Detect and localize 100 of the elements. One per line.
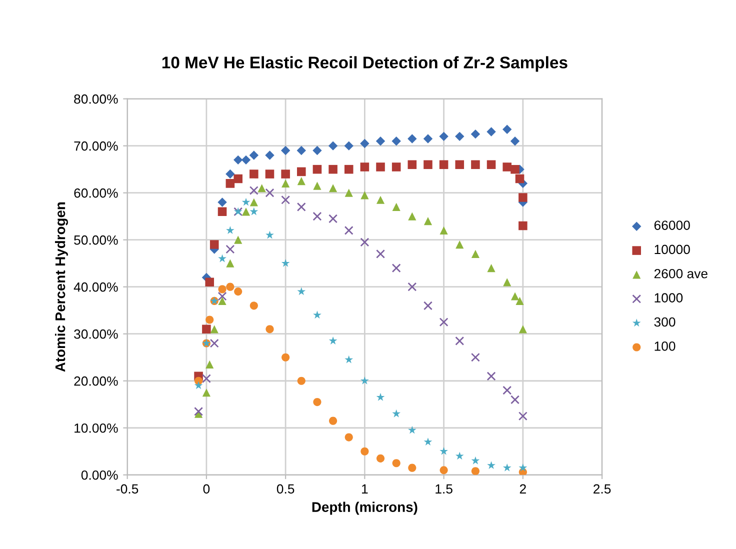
point — [502, 463, 512, 472]
point — [510, 395, 520, 404]
point — [439, 160, 448, 170]
x-tick-label: 0.5 — [276, 484, 294, 494]
legend-label: 2600 ave — [654, 268, 708, 278]
point — [226, 244, 235, 254]
point — [328, 184, 338, 192]
point — [328, 164, 338, 174]
point — [440, 226, 448, 234]
point — [249, 150, 259, 160]
point — [344, 226, 354, 235]
point — [226, 259, 234, 268]
point — [471, 467, 480, 475]
point — [515, 174, 524, 184]
x-tick-label: 1.5 — [436, 484, 452, 494]
point — [455, 132, 464, 142]
point — [392, 202, 400, 211]
point — [471, 250, 480, 258]
point — [297, 167, 306, 176]
point — [226, 169, 235, 179]
point — [516, 296, 524, 306]
point — [376, 392, 385, 401]
point — [281, 195, 290, 204]
point — [258, 184, 266, 192]
point — [282, 353, 290, 362]
point — [234, 236, 242, 244]
point — [226, 179, 235, 188]
point — [423, 301, 432, 310]
point — [376, 162, 385, 172]
point — [424, 160, 432, 170]
point — [360, 238, 370, 247]
y-tick-label: 10.00% — [74, 423, 118, 433]
point — [202, 324, 211, 334]
x-axis-title: Depth (microns) — [312, 502, 418, 515]
point — [312, 212, 322, 221]
point — [502, 162, 512, 172]
point — [455, 452, 464, 460]
point — [233, 155, 243, 165]
y-tick-label: 30.00% — [74, 329, 118, 339]
point — [440, 446, 448, 455]
point — [210, 325, 218, 334]
y-tick-label: 40.00% — [74, 282, 118, 292]
legend-label: 300 — [654, 317, 676, 327]
point — [392, 136, 401, 146]
point — [392, 459, 400, 468]
point — [510, 292, 520, 300]
point — [250, 302, 258, 310]
point — [486, 372, 496, 381]
point — [312, 146, 322, 156]
point — [282, 179, 290, 188]
point — [487, 461, 496, 470]
legend-label: 66000 — [654, 220, 690, 230]
point — [328, 336, 338, 344]
point — [206, 360, 214, 368]
point — [281, 258, 290, 267]
point — [408, 282, 417, 292]
point — [360, 191, 369, 200]
point — [297, 376, 306, 385]
x-tick-label: 2 — [520, 484, 526, 494]
point — [424, 216, 432, 226]
point — [376, 136, 386, 146]
y-tick-label: 60.00% — [74, 188, 118, 198]
y-tick-label: 0.00% — [81, 470, 118, 480]
point — [360, 162, 370, 172]
point — [218, 296, 226, 306]
point — [518, 193, 528, 202]
point — [344, 164, 354, 174]
point — [281, 170, 290, 178]
point — [210, 338, 219, 348]
point — [218, 254, 226, 262]
point — [455, 160, 464, 170]
point — [344, 433, 353, 442]
point — [218, 198, 227, 207]
point — [266, 230, 274, 239]
point — [226, 226, 234, 234]
y-tick-label: 20.00% — [74, 376, 118, 386]
point — [455, 336, 464, 346]
y-tick-label: 80.00% — [74, 94, 118, 104]
legend-label: 10000 — [654, 244, 690, 254]
point — [392, 162, 401, 172]
point — [439, 132, 448, 142]
point — [296, 202, 306, 212]
point — [194, 381, 203, 390]
point — [502, 386, 512, 395]
point — [510, 136, 520, 146]
point — [297, 287, 306, 296]
point — [312, 164, 322, 174]
point — [471, 456, 480, 464]
point — [470, 352, 480, 362]
point — [241, 155, 251, 165]
x-tick-label: 0 — [203, 484, 210, 494]
point — [328, 214, 338, 224]
point — [408, 426, 416, 434]
y-tick-label: 70.00% — [74, 141, 118, 151]
point — [344, 355, 354, 364]
point — [328, 141, 338, 150]
point — [518, 412, 528, 421]
point — [250, 198, 258, 206]
point — [266, 325, 274, 334]
point — [249, 186, 258, 195]
